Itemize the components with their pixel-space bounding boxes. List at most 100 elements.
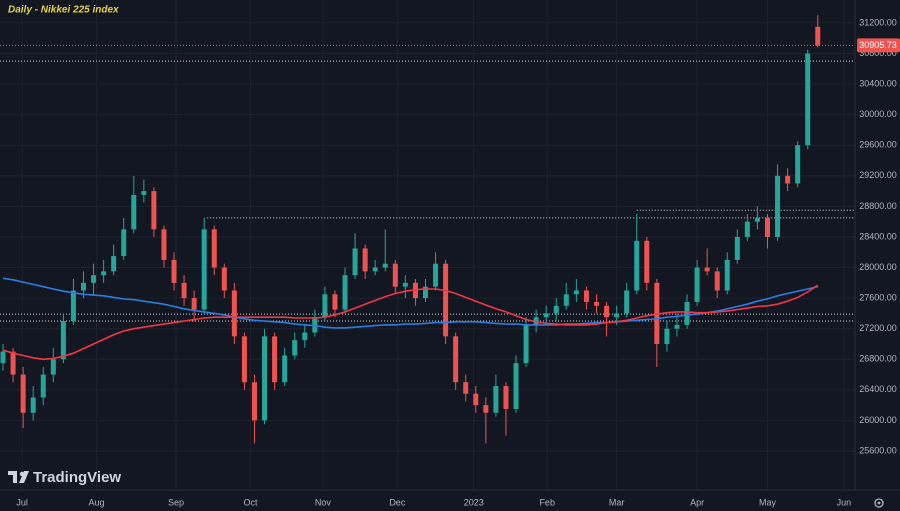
candle-body [583,290,589,302]
candle-body [543,313,549,318]
candle-body [161,229,167,260]
candle-body [433,263,439,287]
candle-body [372,267,378,272]
candle-body [0,351,6,364]
x-tick-label: Sep [168,497,184,507]
candle-body [30,397,36,413]
candle-body [573,290,579,295]
candle-body [523,324,529,364]
y-tick-label: 30400.00 [859,78,897,88]
candle-body [453,336,459,383]
candle-body [473,393,479,406]
candle-body [674,324,680,329]
x-tick-label: Mar [609,497,625,507]
candle-body [614,313,620,318]
candle-body [593,301,599,306]
plot [0,15,855,444]
x-tick-label: Aug [89,497,105,507]
candle-body [815,26,821,46]
candle-body [342,275,348,310]
candle-body [50,359,56,375]
candle-body [493,386,499,413]
candle-body [251,382,257,421]
candle-body [382,263,388,268]
candle-body [101,271,107,276]
candle-body [392,263,398,287]
candle-body [272,336,278,383]
moving-average-line [2,284,819,361]
chart-title: Daily - Nikkei 225 index [8,5,119,16]
candle-body [211,229,217,268]
candle-body [443,263,449,337]
candle-body [624,290,630,314]
x-tick-label: 2023 [464,497,484,507]
y-tick-label: 30800.00 [859,48,897,58]
price-label: 30905.73 [859,40,897,50]
y-tick-label: 28400.00 [859,231,897,241]
candle-body [754,217,760,222]
candle-body [121,229,127,257]
candle-body [362,248,368,272]
candle-body [181,282,187,299]
x-tick-label: Apr [690,497,704,507]
candle-body [553,305,559,314]
x-tick-label: Oct [243,497,258,507]
candle-body [724,259,730,291]
candle-body [634,240,640,291]
x-tick-label: Jun [837,497,852,507]
candle-body [795,145,801,184]
y-tick-label: 29200.00 [859,170,897,180]
x-tick-label: Dec [389,497,406,507]
candle-body [604,305,610,318]
y-tick-label: 28000.00 [859,262,897,272]
y-tick-label: 28800.00 [859,201,897,211]
candle-body [714,271,720,291]
candle-body [20,374,26,413]
candle-body [422,286,428,299]
y-tick-label: 27200.00 [859,323,897,333]
candle-body [644,240,650,283]
candle-body [322,294,328,318]
candle-body [141,191,147,195]
y-tick-label: 25600.00 [859,445,897,455]
candle-body [503,386,509,409]
candle-body [91,275,97,283]
y-tick-label: 26400.00 [859,384,897,394]
candle-body [694,267,700,302]
settings-icon[interactable] [874,498,884,508]
candle-body [775,175,781,237]
candle-body [563,294,569,306]
grid [0,0,855,490]
x-tick-label: Jul [16,497,28,507]
candle-body [764,217,770,237]
candle-body [70,290,76,322]
y-tick-label: 30000.00 [859,109,897,119]
candle-body [805,53,811,146]
candle-body [402,282,408,287]
candle-body [332,294,338,310]
candle-body [221,267,227,291]
y-tick-label: 31200.00 [859,17,897,27]
watermark: TradingView [33,469,121,486]
candle-body [282,355,288,383]
candle-body [463,382,469,394]
y-tick-label: 26000.00 [859,415,897,425]
watermark-logo [8,471,29,483]
x-tick-label: Nov [315,497,332,507]
candle-body [10,351,16,375]
y-tick-label: 29600.00 [859,140,897,150]
x-tick-label: May [759,497,777,507]
candle-body [231,290,237,337]
price-label-box [857,38,900,53]
candle-body [201,229,207,310]
candle-body [483,405,489,413]
candle-body [80,282,86,291]
x-tick-label: Feb [539,497,555,507]
moving-average-line [2,277,818,329]
candle-body [40,374,46,398]
candle-body [111,256,117,272]
candle-body [664,328,670,344]
